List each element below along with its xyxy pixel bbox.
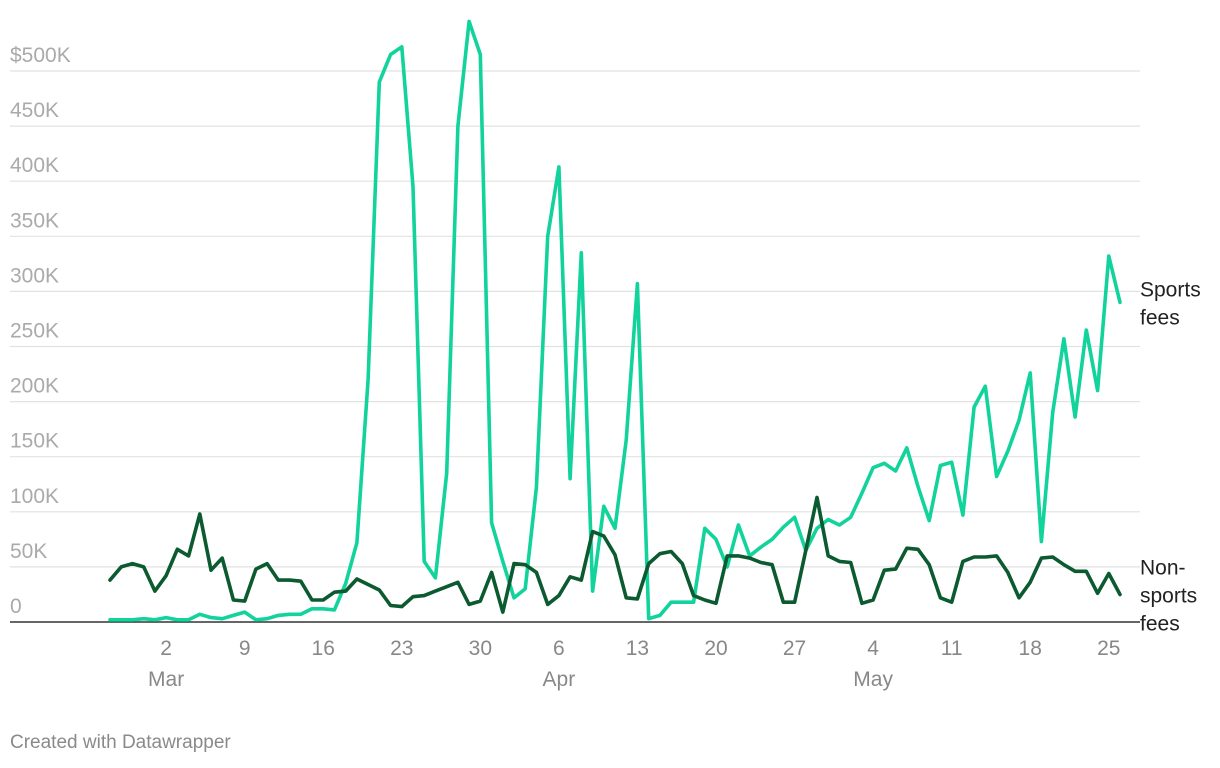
- x-tick-label: 9: [239, 637, 251, 660]
- y-tick-label: 150K: [10, 430, 59, 453]
- series-labels: Sports fees Non-sports fees: [1140, 278, 1201, 635]
- y-tick-label: 0: [10, 595, 22, 618]
- y-tick-label: 300K: [10, 264, 59, 287]
- series-line-non-sports-fees: [108, 495, 1122, 614]
- y-tick-label: $500K: [10, 44, 71, 67]
- series-label-sports-fees: Sports: [1140, 278, 1201, 301]
- series-label-non-sports-fees: Non-: [1140, 556, 1186, 579]
- y-tick-label: 400K: [10, 154, 59, 177]
- x-tick-label: 23: [390, 637, 413, 660]
- credit-text: Created with Datawrapper: [10, 732, 231, 753]
- y-tick-label: 200K: [10, 375, 59, 398]
- series-line-sports-fees: [108, 19, 1122, 622]
- x-month-label: May: [853, 668, 893, 691]
- x-tick-label: 11: [941, 637, 963, 660]
- y-axis-ticks: 0 50K 100K 150K 200K 250K 300K 350K 400K 450K $500…: [10, 44, 71, 618]
- series-label-non-sports-fees: sports: [1140, 584, 1197, 607]
- x-axis-ticks: 2 Mar 9 16 23 30 6 Apr 13 20 27 4 May 11 18 25: [148, 637, 1120, 691]
- x-tick-label: 18: [1019, 637, 1042, 660]
- x-month-label: Mar: [148, 668, 184, 691]
- series-label-sports-fees: fees: [1140, 306, 1180, 329]
- x-tick-label: 2: [160, 637, 172, 660]
- x-tick-label: 20: [704, 637, 727, 660]
- series-lines: [108, 19, 1122, 622]
- x-tick-label: 4: [867, 637, 879, 660]
- y-tick-label: 250K: [10, 320, 59, 343]
- x-tick-label: 25: [1097, 637, 1120, 660]
- y-tick-label: 100K: [10, 485, 59, 508]
- x-tick-label: 27: [783, 637, 806, 660]
- x-tick-label: 13: [626, 637, 649, 660]
- y-tick-label: 350K: [10, 209, 59, 232]
- x-tick-label: 6: [553, 637, 565, 660]
- y-tick-label: 450K: [10, 99, 59, 122]
- y-tick-label: 50K: [10, 540, 47, 563]
- x-month-label: Apr: [543, 668, 576, 691]
- x-tick-label: 30: [469, 637, 492, 660]
- x-tick-label: 16: [312, 637, 335, 660]
- series-label-non-sports-fees: fees: [1140, 612, 1180, 635]
